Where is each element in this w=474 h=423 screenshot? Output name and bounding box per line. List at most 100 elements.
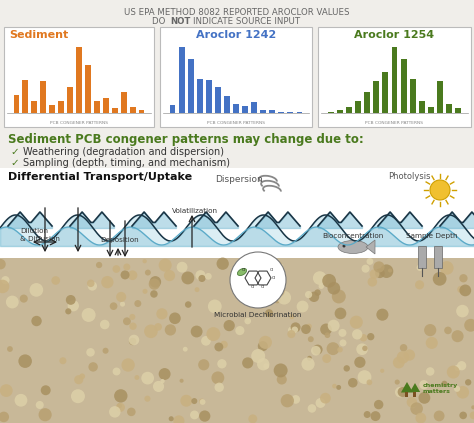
Circle shape [456,305,469,317]
Circle shape [251,349,265,363]
Bar [418,246,426,268]
Circle shape [100,320,109,330]
Bar [224,96,230,113]
Polygon shape [366,240,375,254]
Circle shape [322,354,331,363]
Text: ✓: ✓ [10,147,19,157]
Bar [405,392,409,397]
Circle shape [273,297,281,303]
Bar [413,392,417,397]
Text: Sampling (depth, timing, and mechanism): Sampling (depth, timing, and mechanism) [23,158,230,168]
Circle shape [410,402,423,415]
Circle shape [426,337,438,349]
Circle shape [380,369,384,373]
Bar [260,110,266,113]
Circle shape [211,371,224,384]
Circle shape [415,413,426,423]
Text: US EPA METHOD 8082 REPORTED AROCLOR VALUES: US EPA METHOD 8082 REPORTED AROCLOR VALU… [124,8,350,17]
Bar [328,112,334,113]
Circle shape [20,294,28,302]
Circle shape [424,324,436,336]
Circle shape [398,387,408,397]
Circle shape [116,292,126,302]
Circle shape [120,302,125,307]
Text: Bioconcentration: Bioconcentration [322,233,383,239]
Circle shape [89,362,98,372]
Circle shape [71,389,85,403]
Bar [215,87,221,113]
Text: NOT: NOT [170,17,191,26]
Circle shape [343,244,346,247]
Text: PCB CONGENER PATTERNS: PCB CONGENER PATTERNS [207,121,265,125]
Circle shape [388,269,392,272]
Circle shape [395,387,406,398]
Circle shape [444,327,452,334]
Bar [112,108,118,113]
Bar [170,105,175,113]
Circle shape [314,289,321,296]
Circle shape [278,264,283,269]
Circle shape [112,265,120,273]
Circle shape [177,262,188,272]
Bar [49,105,55,113]
Circle shape [400,344,407,352]
Circle shape [332,384,337,388]
Circle shape [208,299,222,313]
Circle shape [371,411,381,421]
Circle shape [154,323,162,331]
Circle shape [143,259,147,264]
Circle shape [266,275,277,284]
Circle shape [430,180,450,200]
Circle shape [194,287,200,292]
Bar [337,110,343,113]
Circle shape [354,357,365,368]
Circle shape [336,385,341,390]
Circle shape [297,301,309,313]
Bar [14,94,19,113]
Bar [160,27,312,127]
Circle shape [199,410,210,422]
Circle shape [36,401,44,409]
Circle shape [96,262,102,268]
Circle shape [1,276,9,284]
Circle shape [38,408,52,421]
Circle shape [328,282,340,294]
Circle shape [325,332,330,338]
Circle shape [123,264,130,271]
Circle shape [277,374,287,385]
Circle shape [332,289,346,303]
Text: Photolysis: Photolysis [388,172,430,181]
Circle shape [102,348,109,354]
Circle shape [273,363,288,377]
Bar [419,101,425,113]
Circle shape [370,269,379,279]
Bar [4,27,154,127]
Bar [437,81,443,113]
Circle shape [459,274,468,283]
Circle shape [404,349,415,361]
Circle shape [415,280,424,289]
Circle shape [239,288,251,300]
Circle shape [127,408,136,416]
Bar [392,47,398,113]
Circle shape [338,329,346,337]
Circle shape [143,289,147,294]
Circle shape [114,389,128,403]
Circle shape [79,374,85,379]
Circle shape [153,381,164,392]
Circle shape [190,410,199,419]
Circle shape [375,268,385,278]
Bar [373,81,379,113]
Circle shape [367,277,377,287]
Bar [67,87,73,113]
Circle shape [393,357,405,368]
Circle shape [259,336,272,349]
Text: Deposition: Deposition [100,237,138,243]
Circle shape [272,284,285,297]
Circle shape [220,341,228,349]
Circle shape [419,380,428,389]
Circle shape [288,327,295,333]
Circle shape [456,386,469,398]
Circle shape [214,343,223,352]
Circle shape [258,341,268,351]
